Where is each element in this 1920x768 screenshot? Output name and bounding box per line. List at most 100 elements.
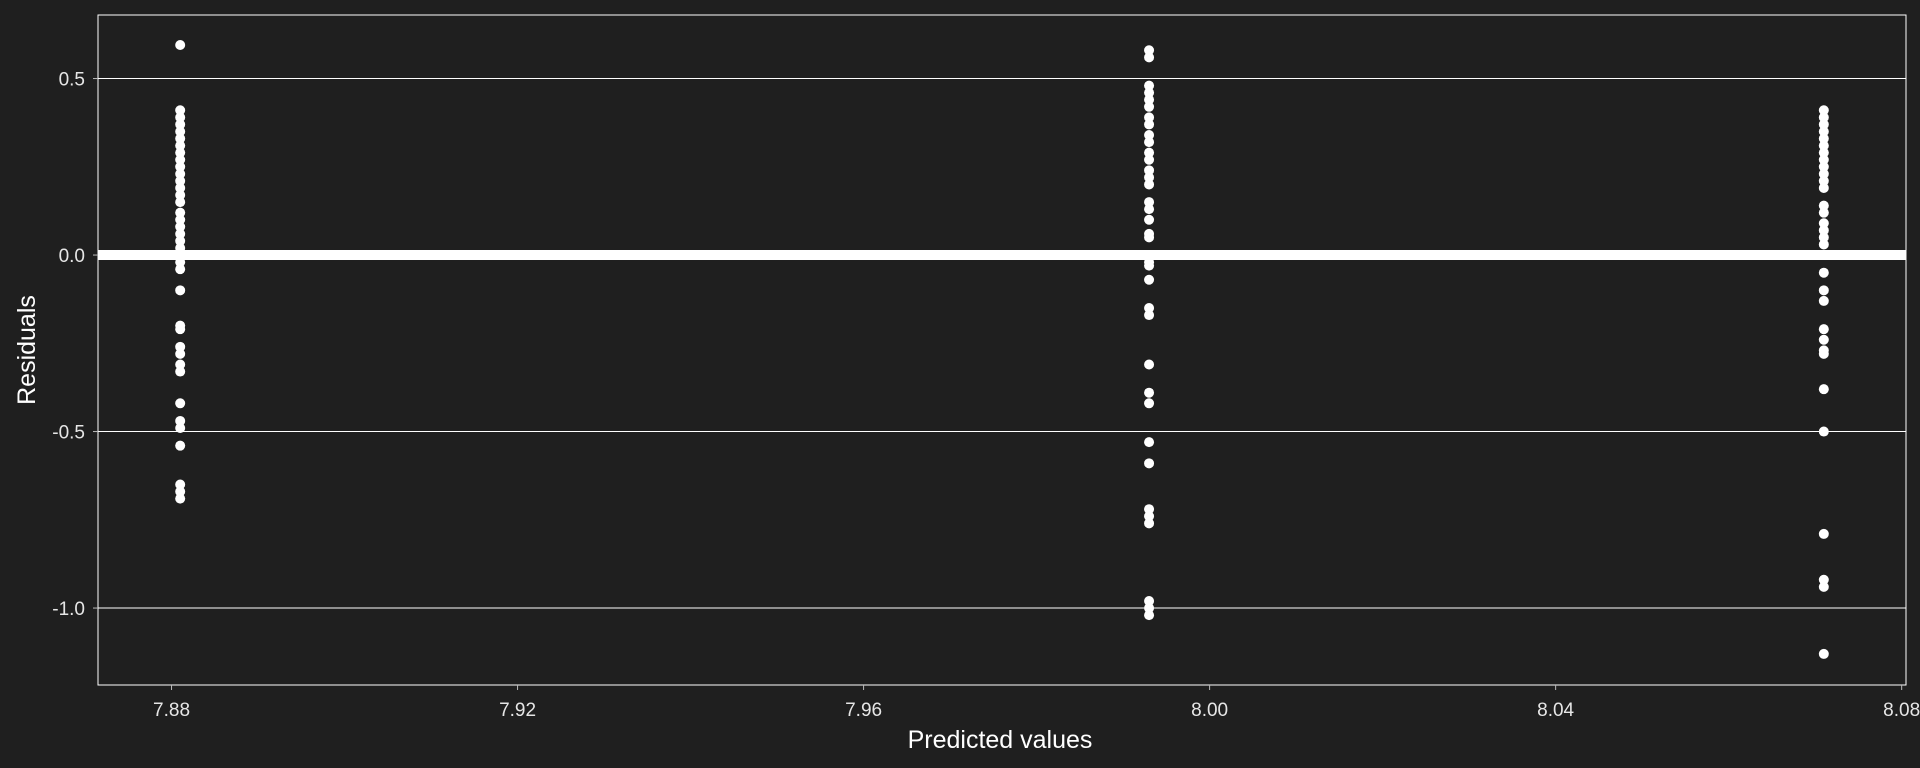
residual-point bbox=[1818, 295, 1829, 306]
residual-point bbox=[1818, 426, 1829, 437]
residual-point bbox=[1144, 179, 1155, 190]
residual-point bbox=[1144, 518, 1155, 529]
residual-point bbox=[1818, 648, 1829, 659]
residual-point bbox=[1818, 161, 1829, 172]
residual-point bbox=[175, 147, 186, 158]
x-tick-label: 7.96 bbox=[845, 700, 882, 721]
residual-point bbox=[1144, 94, 1155, 105]
residual-point bbox=[1144, 45, 1155, 56]
residual-point bbox=[1818, 267, 1829, 278]
residual-point bbox=[175, 493, 186, 504]
residual-point bbox=[1144, 172, 1155, 183]
x-tick-label: 7.88 bbox=[153, 700, 190, 721]
residual-point bbox=[175, 190, 186, 201]
residual-point bbox=[1144, 437, 1155, 448]
residual-point bbox=[1144, 504, 1155, 515]
residual-point bbox=[1144, 250, 1155, 261]
residual-point bbox=[1818, 218, 1829, 229]
residual-point bbox=[1144, 302, 1155, 313]
residual-point bbox=[175, 105, 186, 116]
residual-point bbox=[1144, 80, 1155, 91]
residual-point bbox=[175, 324, 186, 335]
residual-point bbox=[1144, 147, 1155, 158]
residual-point bbox=[175, 168, 186, 179]
residual-point bbox=[1818, 239, 1829, 250]
residual-point bbox=[1144, 603, 1155, 614]
residual-point bbox=[175, 126, 186, 137]
residual-point bbox=[1144, 137, 1155, 148]
y-tick-label: -1.0 bbox=[52, 599, 85, 620]
residual-point bbox=[175, 348, 186, 359]
x-tick-label: 8.00 bbox=[1191, 700, 1228, 721]
residual-point bbox=[175, 415, 186, 426]
residual-point bbox=[175, 423, 186, 434]
residual-point bbox=[1818, 119, 1829, 130]
residual-point bbox=[1818, 384, 1829, 395]
residual-point bbox=[175, 440, 186, 451]
residual-point bbox=[175, 359, 186, 370]
residual-point bbox=[1818, 105, 1829, 116]
residual-point bbox=[1818, 285, 1829, 296]
residual-point bbox=[1144, 310, 1155, 321]
residual-point bbox=[175, 341, 186, 352]
residual-point bbox=[175, 250, 186, 261]
residual-point bbox=[1144, 387, 1155, 398]
residual-point bbox=[175, 182, 186, 193]
residual-point bbox=[175, 366, 186, 377]
residual-point bbox=[1818, 574, 1829, 585]
residual-point bbox=[175, 398, 186, 409]
y-axis-ticks: 0.5 0.0 -0.5 -1.0 bbox=[52, 70, 98, 620]
residual-point bbox=[1144, 197, 1155, 208]
residual-point bbox=[175, 154, 186, 165]
residual-point bbox=[175, 486, 186, 497]
residual-point bbox=[175, 207, 186, 218]
residual-point bbox=[175, 242, 186, 253]
residual-point bbox=[1818, 334, 1829, 345]
residual-point bbox=[175, 285, 186, 296]
residual-point bbox=[1818, 225, 1829, 236]
residual-point bbox=[1818, 147, 1829, 158]
residual-point bbox=[175, 119, 186, 130]
residual-point bbox=[1818, 112, 1829, 123]
x-axis-title: Predicted values bbox=[908, 726, 1093, 754]
residual-point bbox=[1144, 130, 1155, 141]
residual-point bbox=[175, 161, 186, 172]
residual-point bbox=[175, 40, 186, 51]
residual-point bbox=[1144, 610, 1155, 621]
data-points bbox=[175, 40, 1829, 659]
y-tick-label: 0.5 bbox=[59, 70, 85, 91]
y-axis-title: Residuals bbox=[13, 295, 41, 405]
residual-point bbox=[1818, 182, 1829, 193]
residual-point bbox=[1144, 119, 1155, 130]
residual-point bbox=[175, 112, 186, 123]
grid-lines bbox=[98, 78, 1906, 609]
residual-point bbox=[1144, 458, 1155, 469]
residual-point bbox=[175, 264, 186, 275]
residual-point bbox=[1144, 274, 1155, 285]
residual-point bbox=[1818, 207, 1829, 218]
residual-point bbox=[1818, 126, 1829, 137]
residual-point bbox=[1144, 595, 1155, 606]
residual-point bbox=[1818, 154, 1829, 165]
residual-point bbox=[175, 221, 186, 232]
x-tick-label: 8.08 bbox=[1883, 700, 1920, 721]
residual-point bbox=[1144, 232, 1155, 243]
residual-point bbox=[1818, 168, 1829, 179]
residual-point bbox=[1144, 398, 1155, 409]
residual-point bbox=[1818, 324, 1829, 335]
plot-panel bbox=[97, 14, 1907, 686]
residual-point bbox=[1144, 112, 1155, 123]
residual-point bbox=[175, 235, 186, 246]
y-tick-label: 0.0 bbox=[59, 246, 85, 267]
x-tick-label: 8.04 bbox=[1537, 700, 1574, 721]
residual-point bbox=[175, 479, 186, 490]
residual-point bbox=[1144, 359, 1155, 370]
residual-point bbox=[1818, 581, 1829, 592]
residual-point bbox=[1144, 511, 1155, 522]
residual-point bbox=[1818, 528, 1829, 539]
residual-point bbox=[1144, 204, 1155, 215]
residual-point bbox=[1144, 52, 1155, 63]
residual-point bbox=[1818, 133, 1829, 144]
residual-point bbox=[175, 257, 186, 268]
